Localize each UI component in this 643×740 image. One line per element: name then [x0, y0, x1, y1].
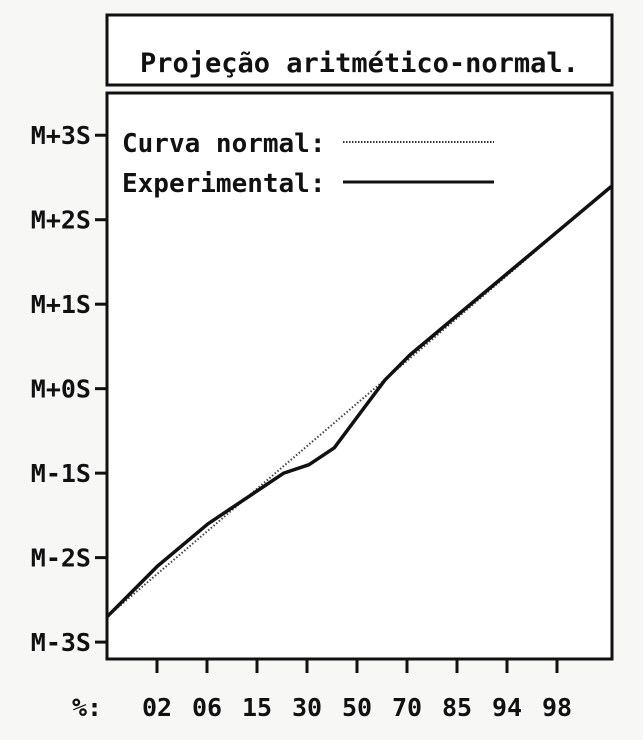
y-tick-label: M-2S — [31, 544, 91, 573]
legend: Curva normal: Experimental: — [122, 129, 494, 199]
chart-title: Projeção aritmético-normal. — [140, 48, 579, 79]
y-tick-label: M+1S — [31, 290, 91, 319]
y-tick-label: M-1S — [31, 459, 91, 488]
x-tick-label: 15 — [242, 693, 272, 722]
x-axis-label: %: — [72, 693, 102, 722]
y-tick-label: M-3S — [31, 628, 91, 657]
legend-label-experimental: Experimental: — [122, 169, 326, 199]
legend-label-normal: Curva normal: — [122, 129, 326, 159]
y-tick-label: M+2S — [31, 206, 91, 235]
series-line-experimental — [105, 184, 614, 619]
y-tick-label: M+0S — [31, 375, 91, 404]
x-tick-label: 70 — [392, 693, 422, 722]
x-tick-label: 50 — [342, 693, 372, 722]
x-tick-label: 98 — [542, 693, 572, 722]
x-tick-label: 02 — [142, 693, 172, 722]
x-tick-label: 94 — [492, 693, 522, 722]
title-box — [105, 13, 614, 87]
y-tick-label: M+3S — [31, 121, 91, 150]
x-tick-label: 06 — [192, 693, 222, 722]
plot-frame — [105, 91, 614, 661]
x-tick-label: 85 — [442, 693, 472, 722]
x-tick-label: 30 — [292, 693, 322, 722]
